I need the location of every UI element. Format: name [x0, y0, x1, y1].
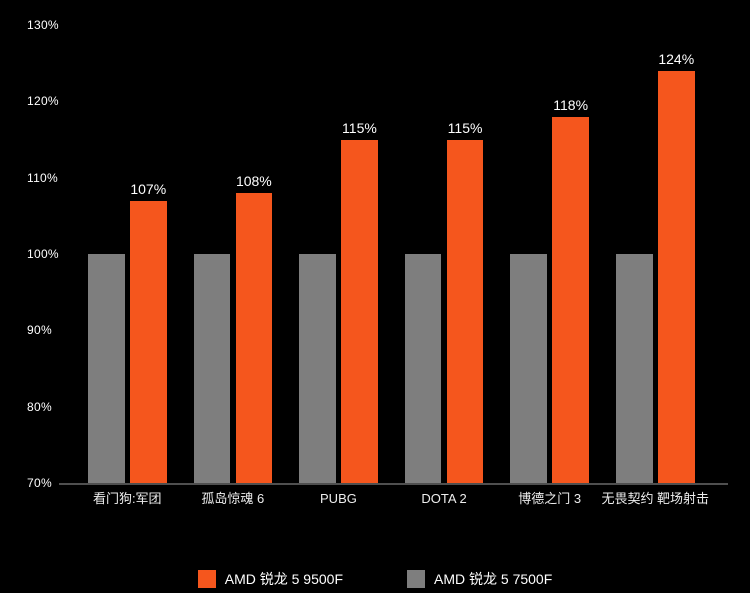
bar-7500f: [616, 254, 653, 483]
legend: AMD 锐龙 5 9500F AMD 锐龙 5 7500F: [0, 570, 750, 588]
category-label: 孤岛惊魂 6: [201, 491, 265, 506]
y-tick-label: 100%: [27, 247, 59, 261]
bar-value-label: 115%: [342, 119, 377, 136]
category-label: 看门狗:军团: [92, 491, 162, 506]
y-tick-label: 90%: [27, 323, 52, 338]
legend-swatch-7500f: [407, 570, 425, 588]
bar-value-label: 124%: [658, 50, 695, 67]
bar-9500f: [552, 116, 589, 483]
y-tick-label: 70%: [27, 476, 52, 490]
y-tick-label: 130%: [27, 18, 59, 32]
legend-swatch-9500f: [197, 570, 216, 588]
bar-value-label: 118%: [553, 96, 589, 113]
category-label: DOTA 2: [421, 491, 467, 506]
legend-item-9500f: AMD 锐龙 5 9500F: [197, 570, 343, 588]
legend-label-9500f: AMD 锐龙 5 9500F: [224, 571, 343, 587]
category-label: 无畏契约 靶场射击: [601, 491, 710, 506]
bar-9500f: [341, 139, 378, 483]
bar-7500f: [299, 254, 336, 483]
bar-7500f: [510, 254, 547, 483]
bar-value-label: 107%: [130, 180, 167, 197]
bar-9500f: [446, 139, 484, 483]
legend-label-7500f: AMD 锐龙 5 7500F: [434, 571, 553, 587]
y-tick-label: 120%: [27, 94, 59, 109]
category-label: 博德之门 3: [518, 491, 582, 506]
category-label: PUBG: [320, 491, 357, 506]
y-tick-label: 110%: [27, 170, 59, 185]
bar-7500f: [193, 254, 231, 483]
x-axis-line: [59, 483, 728, 485]
bar-9500f: [235, 192, 273, 483]
bar-7500f: [404, 254, 442, 483]
bar-9500f: [130, 200, 167, 483]
bar-7500f: [88, 254, 125, 483]
bar-value-label: 108%: [235, 172, 272, 189]
bar-value-label: 115%: [447, 119, 483, 136]
y-tick-label: 80%: [27, 399, 52, 414]
legend-item-7500f: AMD 锐龙 5 7500F: [407, 570, 552, 588]
bar-9500f: [658, 70, 695, 483]
